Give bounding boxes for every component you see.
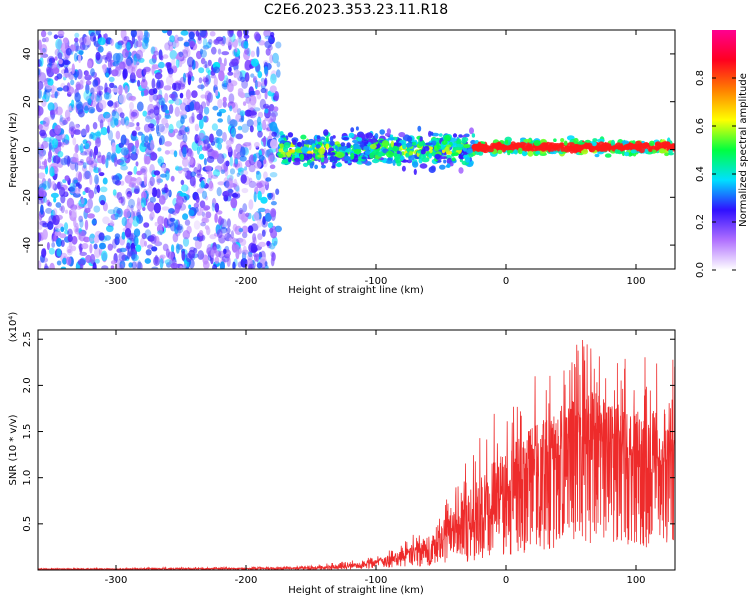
- spectrogram-x-tick-label: -100: [365, 276, 388, 287]
- colorbar-label: Normalized spectral amplitude: [738, 73, 749, 227]
- snr-frame: [37, 329, 676, 571]
- colorbar-tick-label: 0.6: [695, 118, 706, 134]
- snr-y-tick-label: 2.0: [22, 377, 33, 393]
- snr-multiplier: (x10⁴): [8, 312, 19, 343]
- spectrogram-y-tick-label: 40: [22, 48, 33, 61]
- spectrogram-x-tick-label: 0: [503, 276, 509, 287]
- snr-series: [38, 339, 675, 570]
- colorbar-tick-label: 0.8: [695, 70, 706, 86]
- snr-x-tick-label: 0: [503, 575, 509, 586]
- snr-x-tick-label: -200: [235, 575, 258, 586]
- spectrogram-y-tick-label: -40: [22, 237, 33, 253]
- spectrogram-x-axis: -300 -200 -100 0 100: [105, 30, 646, 287]
- spectrogram-panel: -300 -200 -100 0 100 40 20 0 -20 -40 Height of s…: [8, 29, 676, 296]
- snr-y-tick-label: 1.0: [22, 470, 33, 486]
- snr-x-axis: -300 -200 -100 0 100: [105, 330, 646, 586]
- colorbar-axis: 0.0 0.2 0.4 0.6 0.8: [695, 70, 736, 278]
- spectrogram-y-tick-label: 0: [22, 146, 33, 152]
- snr-panel: -300 -200 -100 0 100 0.5 1.0 1.5 2.0 2.5 Height …: [8, 312, 676, 596]
- snr-y-tick-label: 2.5: [22, 331, 33, 347]
- snr-y-label: SNR (10 * v/v): [8, 414, 19, 485]
- snr-x-label: Height of straight line (km): [288, 585, 424, 596]
- spectrogram-y-axis: 40 20 0 -20 -40: [22, 48, 675, 253]
- colorbar-tick-label: 0.2: [695, 214, 706, 230]
- snr-x-tick-label: -100: [365, 575, 388, 586]
- snr-y-axis: 0.5 1.0 1.5 2.0 2.5: [22, 331, 675, 532]
- spectrogram-y-tick-label: -20: [22, 189, 33, 205]
- colorbar-tick-label: 0.4: [695, 166, 706, 182]
- snr-x-tick-label: 100: [626, 575, 645, 586]
- figure-title: C2E6.2023.353.23.11.R18: [264, 2, 448, 18]
- spectrogram-x-tick-label: -300: [105, 276, 128, 287]
- heatmap-region-0: [38, 30, 282, 269]
- heatmap-region-2: [471, 135, 675, 158]
- snr-y-tick-label: 1.5: [22, 424, 33, 440]
- spectrogram-y-label: Frequency (Hz): [8, 112, 19, 188]
- colorbar-tick-label: 0.0: [695, 262, 706, 278]
- spectrogram-x-tick-label: -200: [235, 276, 258, 287]
- spectrogram-y-tick-label: 20: [22, 95, 33, 108]
- colorbar: 0.0 0.2 0.4 0.6 0.8 Normalized spectral ampl…: [695, 30, 749, 278]
- spectrogram-x-tick-label: 100: [626, 276, 645, 287]
- spectrogram-x-label: Height of straight line (km): [288, 285, 424, 296]
- colorbar-gradient: [712, 30, 736, 270]
- snr-y-tick-label: 0.5: [22, 516, 33, 532]
- snr-x-tick-label: -300: [105, 575, 128, 586]
- heatmap-region-1: [275, 125, 477, 175]
- spectrogram-heatmap: [38, 30, 675, 269]
- snr-line: [38, 339, 675, 570]
